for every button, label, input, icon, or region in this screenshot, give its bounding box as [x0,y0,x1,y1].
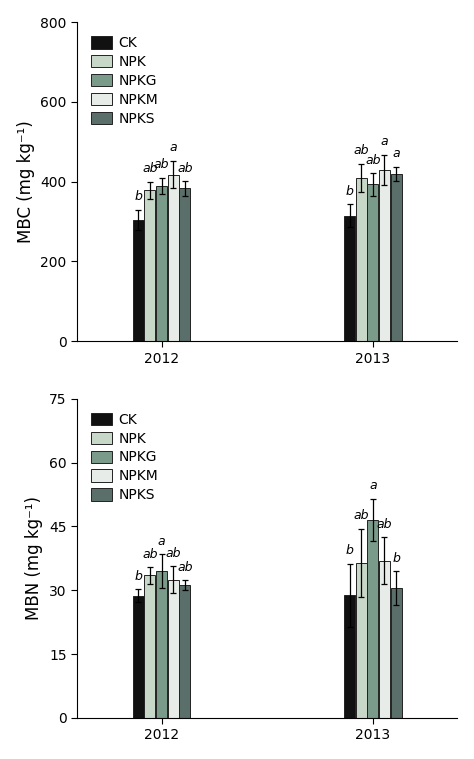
Text: ab: ab [177,162,192,175]
Text: a: a [169,141,177,154]
Y-axis label: MBC (mg kg⁻¹): MBC (mg kg⁻¹) [17,121,35,243]
Text: ab: ab [377,518,392,531]
Bar [179,188,190,342]
Text: ab: ab [142,162,158,175]
Text: a: a [381,135,388,148]
Text: b: b [134,570,142,583]
Bar [379,561,390,718]
Y-axis label: MBN (mg kg⁻¹): MBN (mg kg⁻¹) [26,496,44,620]
Bar [168,175,179,342]
Text: ab: ab [354,144,369,157]
Text: ab: ab [365,154,381,167]
Text: b: b [392,552,400,565]
Bar [379,170,390,342]
Bar [145,191,155,342]
Text: a: a [369,480,377,493]
Legend: CK, NPK, NPKG, NPKM, NPKS: CK, NPK, NPKG, NPKM, NPKS [84,406,165,509]
Bar [133,219,144,342]
Text: b: b [346,544,354,557]
Bar [145,575,155,718]
Legend: CK, NPK, NPKG, NPKM, NPKS: CK, NPK, NPKG, NPKM, NPKS [84,29,165,132]
Bar [156,572,167,718]
Bar [168,580,179,718]
Bar [133,596,144,718]
Text: a: a [392,147,400,160]
Text: ab: ab [177,561,192,574]
Bar [367,520,378,718]
Bar [156,186,167,342]
Text: ab: ab [354,509,369,522]
Bar [179,585,190,718]
Text: a: a [158,535,165,548]
Bar [391,588,401,718]
Text: ab: ab [165,546,181,559]
Text: b: b [134,191,142,203]
Text: ab: ab [142,547,158,561]
Bar [344,216,355,342]
Bar [356,178,367,342]
Bar [344,595,355,718]
Bar [356,562,367,718]
Text: ab: ab [154,159,169,172]
Bar [391,174,401,342]
Text: b: b [346,185,354,198]
Bar [367,184,378,342]
